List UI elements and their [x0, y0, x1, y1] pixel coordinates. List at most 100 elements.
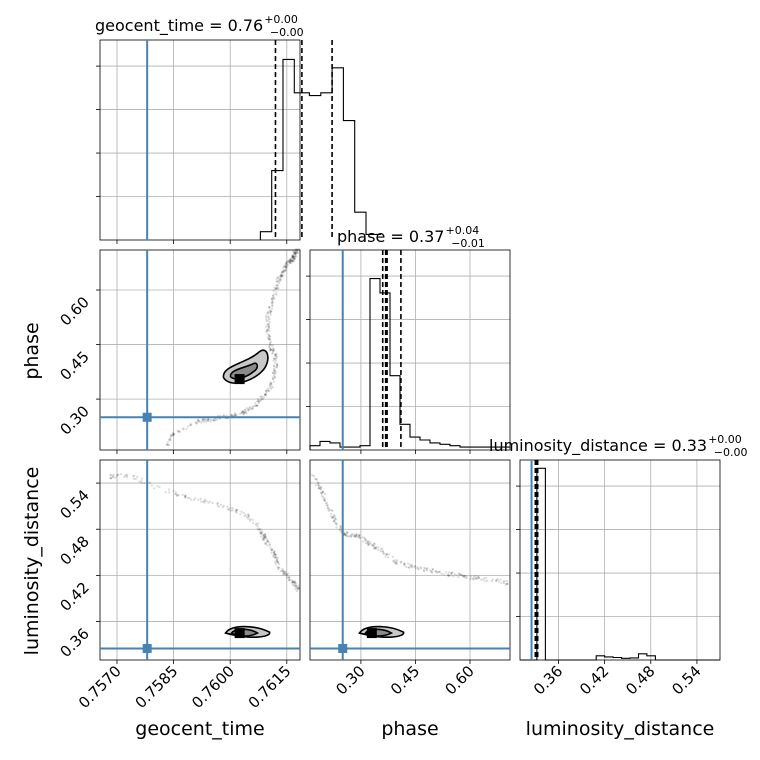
scatter-point — [288, 260, 291, 264]
scatter-point — [264, 393, 267, 396]
scatter-point — [275, 364, 278, 368]
scatter-point — [405, 566, 408, 569]
scatter-point — [234, 414, 237, 417]
scatter-point — [272, 380, 276, 383]
scatter-point — [124, 474, 127, 477]
scatter-point — [272, 369, 275, 373]
scatter-point — [268, 338, 271, 341]
scatter-point — [271, 301, 274, 304]
scatter-point — [291, 254, 294, 257]
scatter-point — [264, 393, 267, 396]
tick-label-x: 0.7570 — [75, 662, 125, 712]
scatter-point — [280, 275, 284, 278]
scatter-point — [256, 527, 259, 530]
scatter-point — [355, 533, 358, 536]
scatter-point — [225, 414, 228, 417]
scatter-point — [167, 438, 170, 441]
scatter-point — [410, 563, 413, 566]
scatter-point — [297, 584, 300, 587]
scatter-point — [373, 542, 376, 546]
scatter-point — [450, 572, 453, 575]
scatter-point — [283, 264, 287, 267]
scatter-point — [434, 570, 437, 573]
scatter-point — [284, 265, 287, 269]
scatter-point — [385, 553, 388, 556]
scatter-point — [247, 408, 250, 412]
scatter-point — [239, 412, 242, 415]
scatter-point — [115, 474, 119, 478]
scatter-point — [216, 504, 219, 507]
scatter-point — [152, 487, 156, 490]
scatter-point — [291, 255, 294, 258]
scatter-point — [394, 561, 397, 564]
scatter-point — [334, 522, 338, 526]
scatter-point — [446, 573, 449, 576]
xlabel-phase: phase — [381, 718, 438, 740]
scatter-point — [270, 385, 273, 388]
scatter-point — [274, 354, 277, 357]
scatter-point — [178, 430, 181, 433]
scatter-point — [256, 404, 259, 407]
scatter-point — [278, 278, 281, 281]
scatter-point — [140, 482, 143, 485]
scatter-point — [319, 488, 322, 491]
scatter-point — [173, 433, 176, 436]
scatter-point — [175, 494, 178, 497]
scatter-point — [268, 334, 271, 337]
scatter-point — [270, 548, 273, 551]
scatter-point — [270, 310, 273, 313]
scatter-point — [272, 296, 275, 299]
scatter-point — [345, 534, 348, 537]
scatter-point — [475, 576, 478, 580]
scatter-point — [169, 438, 172, 441]
scatter-point — [270, 301, 274, 304]
scatter-point — [268, 335, 271, 338]
scatter-point — [429, 569, 432, 572]
scatter-point — [258, 528, 261, 531]
truth-marker — [338, 643, 348, 653]
scatter-point — [275, 277, 278, 280]
scatter-point — [477, 576, 480, 579]
scatter-point — [273, 297, 276, 300]
scatter-point — [273, 357, 276, 360]
scatter-point — [434, 570, 438, 573]
scatter-point — [261, 538, 264, 541]
scatter-point — [287, 572, 290, 575]
scatter-point — [295, 589, 298, 593]
scatter-point — [419, 567, 423, 570]
scatter-point — [502, 580, 505, 583]
scatter-point — [430, 570, 433, 573]
scatter-point — [268, 327, 271, 330]
scatter-point — [271, 349, 274, 352]
scatter-point — [288, 259, 291, 262]
scatter-point — [211, 501, 214, 504]
scatter-point — [271, 304, 274, 307]
scatter-point — [473, 577, 476, 580]
scatter-point — [282, 270, 285, 273]
scatter-point — [323, 497, 326, 500]
scatter-point — [266, 539, 269, 543]
scatter-point — [266, 310, 270, 313]
scatter-point — [284, 269, 287, 272]
scatter-point — [272, 348, 275, 351]
scatter-point — [274, 353, 277, 356]
scatter-point — [275, 280, 278, 283]
scatter-point — [269, 546, 272, 549]
scatter-point — [260, 532, 263, 535]
scatter-point — [319, 486, 323, 489]
scatter-point — [430, 570, 433, 573]
scatter-point — [362, 540, 365, 543]
scatter-point — [335, 526, 338, 529]
scatter-point — [126, 473, 129, 476]
scatter-point — [355, 534, 358, 537]
scatter-point — [288, 258, 292, 261]
scatter-point — [260, 535, 263, 538]
scatter-point — [294, 249, 297, 252]
tick-label-y: 0.45 — [56, 348, 92, 384]
scatter-point — [293, 257, 296, 261]
scatter-point — [212, 419, 215, 422]
scatter-point — [240, 411, 243, 415]
scatter-point — [274, 553, 277, 556]
scatter-point — [270, 297, 274, 301]
